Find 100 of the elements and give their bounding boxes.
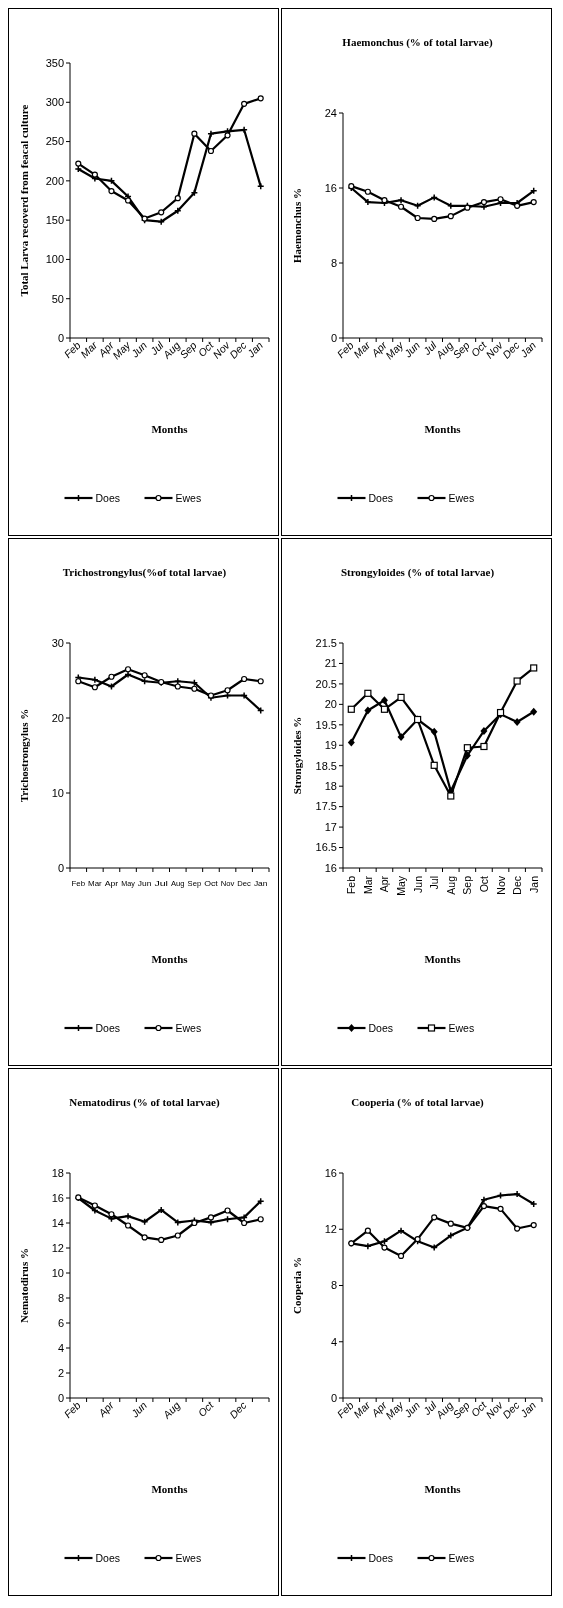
y-tick-label: 16 — [51, 1191, 64, 1204]
x-tick-label: Oct — [195, 1398, 217, 1419]
y-tick-label: 18 — [51, 1166, 64, 1179]
x-tick-label: Mar — [88, 879, 102, 888]
y-axis-title: Total Larva recoverd from feacal culture — [18, 104, 30, 297]
y-tick-label: 0 — [330, 331, 337, 344]
x-tick-label: Jul — [428, 876, 441, 890]
y-tick-label: 20 — [324, 698, 337, 711]
x-tick-label: Jan — [527, 875, 540, 893]
y-tick-label: 17.5 — [315, 800, 337, 813]
x-tick-label: Aug — [171, 879, 186, 888]
y-tick-label: 8 — [330, 256, 337, 269]
legend-label: Does — [95, 1551, 121, 1564]
y-tick-label: 6 — [57, 1316, 64, 1329]
y-tick-label: 150 — [45, 213, 64, 226]
chart-title: Strongyloides (% of total larvae) — [340, 566, 495, 579]
legend-label: Ewes — [448, 1551, 475, 1564]
y-axis-title: Haemonchus % — [291, 188, 303, 263]
x-tick-label: Dec — [511, 876, 524, 895]
y-tick-label: 0 — [330, 1391, 337, 1404]
y-tick-label: 12 — [324, 1223, 337, 1236]
x-tick-label: Feb — [345, 875, 358, 895]
x-axis-title: Months — [424, 423, 462, 435]
x-tick-label: Nov — [220, 879, 235, 888]
y-tick-label: 8 — [330, 1279, 337, 1292]
legend-label: Ewes — [175, 1021, 202, 1034]
y-tick-label: 21.5 — [315, 636, 337, 649]
y-tick-label: 4 — [57, 1341, 64, 1354]
x-tick-label: Nov — [494, 875, 507, 895]
y-tick-label: 12 — [51, 1241, 64, 1254]
x-tick-label: Jul — [154, 879, 169, 888]
y-tick-label: 24 — [324, 106, 337, 119]
y-tick-label: 350 — [45, 56, 64, 69]
y-tick-label: 16 — [324, 181, 337, 194]
y-tick-label: 10 — [51, 1266, 64, 1279]
y-tick-label: 20 — [51, 711, 64, 724]
y-tick-label: 16.5 — [315, 841, 337, 854]
legend-label: Ewes — [448, 1021, 475, 1034]
y-tick-label: 2 — [57, 1366, 64, 1379]
chart-title: Haemonchus (% of total larvae) — [342, 36, 493, 49]
y-tick-label: 18.5 — [315, 759, 337, 772]
x-tick-label: Jun — [127, 1398, 150, 1421]
x-axis-title: Months — [151, 423, 189, 435]
y-tick-label: 16 — [324, 861, 337, 874]
y-tick-label: 20.5 — [315, 677, 337, 690]
x-tick-label: Dec — [237, 879, 252, 888]
x-axis-title: Months — [424, 953, 462, 965]
legend-label: Does — [368, 491, 394, 504]
legend-label: Ewes — [175, 491, 202, 504]
y-tick-label: 17 — [324, 820, 337, 833]
y-tick-label: 0 — [57, 861, 64, 874]
x-axis-title: Months — [151, 953, 189, 965]
x-axis-title: Months — [151, 1483, 189, 1495]
legend-label: Does — [368, 1021, 394, 1034]
y-tick-label: 0 — [57, 331, 64, 344]
x-tick-label: May — [121, 879, 137, 888]
y-tick-label: 0 — [57, 1391, 64, 1404]
y-axis-title: Trichostrongylus % — [18, 708, 30, 803]
y-tick-label: 30 — [51, 636, 64, 649]
legend-label: Ewes — [175, 1551, 202, 1564]
x-tick-label: Apr — [378, 875, 391, 893]
legend-label: Does — [95, 1021, 121, 1034]
chart-title: Trichostrongylus(%of total larvae) — [62, 566, 227, 579]
legend-label: Ewes — [448, 491, 475, 504]
x-tick-label: Sep — [461, 875, 474, 895]
x-tick-label: Oct — [204, 879, 219, 888]
x-axis-title: Months — [424, 1483, 462, 1495]
x-tick-label: Oct — [477, 875, 490, 893]
y-tick-label: 14 — [51, 1216, 64, 1229]
y-tick-label: 21 — [324, 657, 337, 670]
y-tick-label: 4 — [330, 1335, 337, 1348]
chart-title: Nematodirus (% of total larvae) — [69, 1096, 220, 1109]
x-tick-label: Apr — [95, 1398, 117, 1420]
x-tick-label: Aug — [444, 875, 457, 895]
legend-label: Does — [95, 491, 121, 504]
x-tick-label: Jun — [137, 879, 152, 888]
y-tick-label: 50 — [51, 292, 64, 305]
y-tick-label: 10 — [51, 786, 64, 799]
y-axis-title: Strongyloides % — [291, 716, 303, 795]
y-tick-label: 300 — [45, 96, 64, 109]
y-tick-label: 200 — [45, 174, 64, 187]
y-tick-label: 250 — [45, 135, 64, 148]
y-tick-label: 18 — [324, 780, 337, 793]
x-tick-label: May — [395, 875, 408, 896]
x-tick-label: Feb — [71, 879, 86, 888]
legend-label: Does — [368, 1551, 394, 1564]
y-axis-title: Cooperia % — [291, 1256, 303, 1315]
x-tick-label: Mar — [361, 875, 374, 895]
x-tick-label: Jan — [253, 879, 268, 888]
x-tick-label: Sep — [187, 879, 202, 888]
y-tick-label: 100 — [45, 253, 64, 266]
x-tick-label: Dec — [226, 1398, 250, 1421]
chart-title: Cooperia (% of total larvae) — [351, 1096, 485, 1109]
x-tick-label: Apr — [104, 879, 119, 888]
y-tick-label: 19 — [324, 739, 337, 752]
x-tick-label: Jun — [411, 875, 424, 893]
y-axis-title: Nematodirus % — [18, 1248, 30, 1323]
y-tick-label: 19.5 — [315, 718, 337, 731]
y-tick-label: 16 — [324, 1166, 337, 1179]
y-tick-label: 8 — [57, 1291, 64, 1304]
